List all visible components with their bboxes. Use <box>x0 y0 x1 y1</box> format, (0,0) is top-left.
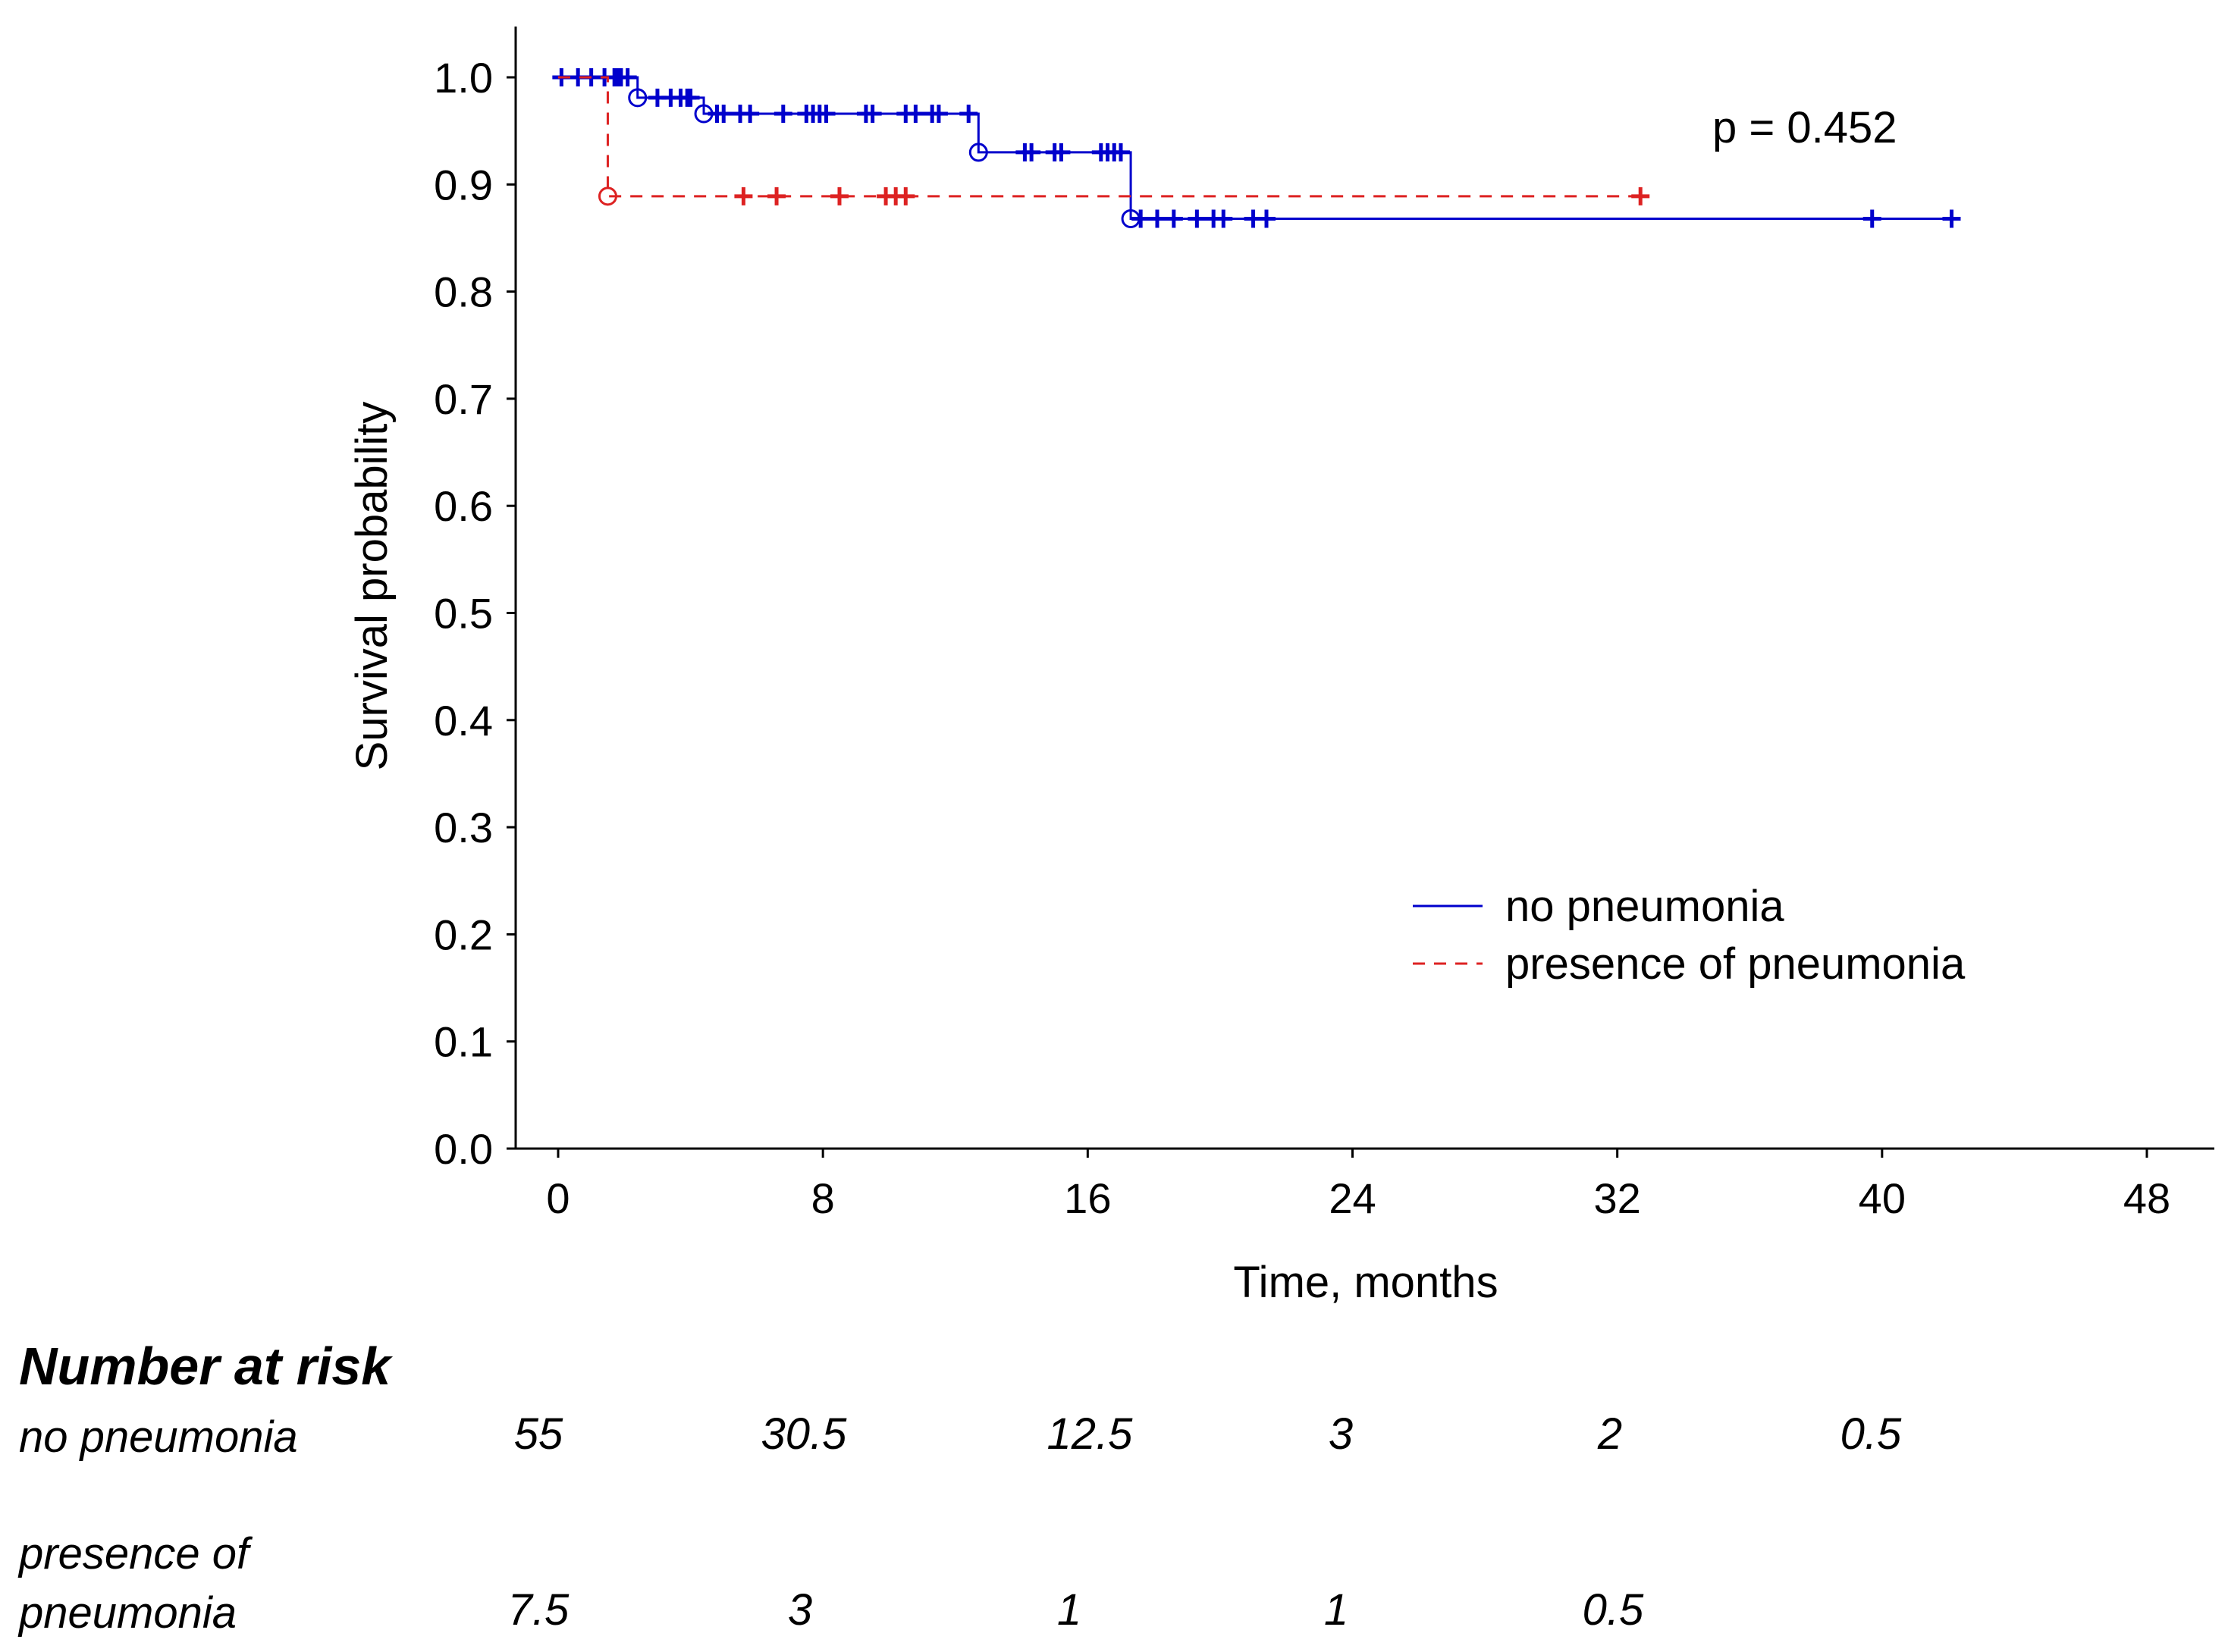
series-presence-of-pneumonia <box>558 76 1650 206</box>
event-marker <box>968 143 988 162</box>
x-tick-label: 40 <box>1859 1174 1906 1222</box>
y-tick-label: 0.4 <box>434 697 493 744</box>
legend: no pneumonia presence of pneumonia <box>1413 882 1966 989</box>
series-no-pneumonia <box>552 68 1961 229</box>
event-marker <box>694 104 714 124</box>
censor-mark <box>1188 209 1207 228</box>
y-tick-label: 0.0 <box>434 1125 493 1173</box>
risk-value: 1 <box>1056 1585 1082 1635</box>
y-tick-label: 0.1 <box>434 1018 493 1066</box>
censor-mark <box>863 105 882 124</box>
y-tick-label: 0.2 <box>434 911 493 958</box>
censor-mark <box>1214 209 1233 228</box>
event-marker <box>598 187 617 206</box>
censor-mark <box>767 187 786 205</box>
plot-axes <box>514 27 2214 1150</box>
censor-mark <box>1131 209 1150 228</box>
risk-value: 2 <box>1597 1409 1623 1459</box>
risk-value: 30.5 <box>761 1409 847 1459</box>
y-tick-label: 0.7 <box>434 375 493 423</box>
x-tick-label: 24 <box>1329 1174 1376 1222</box>
risk-value: 3 <box>1328 1409 1354 1459</box>
censor-mark <box>1111 143 1130 161</box>
censor-mark <box>906 105 925 124</box>
censor-mark <box>1022 143 1041 161</box>
risk-value: 12.5 <box>1047 1409 1133 1459</box>
x-tick-label: 32 <box>1594 1174 1641 1222</box>
censor-mark <box>959 105 978 124</box>
censor-mark <box>817 105 836 124</box>
censor-mark <box>1257 209 1276 228</box>
censor-mark <box>1164 209 1183 228</box>
censor-mark <box>741 105 760 124</box>
series-layer <box>552 68 1961 229</box>
axis-ticks: 0 8 16 24 32 40 48 0.0 0.1 0.2 0.3 0.4 0.5 0.6 0.7 0.8 0… <box>434 54 2170 1222</box>
x-tick-label: 16 <box>1064 1174 1111 1222</box>
y-tick-label: 0.9 <box>434 161 493 208</box>
y-tick-label: 1.0 <box>434 54 493 102</box>
censor-mark <box>774 105 792 124</box>
censor-mark <box>681 88 700 107</box>
legend-label-no-pneumonia: no pneumonia <box>1505 882 1784 931</box>
censor-mark <box>1052 143 1071 161</box>
censor-mark <box>830 187 849 205</box>
y-tick-label: 0.3 <box>434 804 493 851</box>
risk-value: 0.5 <box>1840 1409 1902 1459</box>
censor-mark <box>1147 209 1166 228</box>
risk-row-label-presence-of-pneumonia-line2: pneumonia <box>19 1588 237 1638</box>
censor-mark <box>896 187 915 205</box>
p-value-annotation: p = 0.452 <box>1712 103 1897 152</box>
censor-mark <box>929 105 948 124</box>
y-tick-label: 0.5 <box>434 590 493 638</box>
censor-mark <box>714 105 733 124</box>
risk-value: 55 <box>513 1409 563 1459</box>
y-axis-title: Survival probability <box>347 402 397 771</box>
censor-mark <box>618 68 637 86</box>
censor-mark <box>1942 209 1961 228</box>
risk-table-title: Number at risk <box>19 1337 391 1396</box>
risk-row-label-no-pneumonia: no pneumonia <box>19 1412 298 1462</box>
censor-mark <box>1631 187 1650 205</box>
risk-value: 1 <box>1323 1585 1349 1635</box>
risk-row-label-presence-of-pneumonia-line1: presence of <box>19 1529 249 1578</box>
x-tick-label: 48 <box>2123 1174 2170 1222</box>
legend-label-presence-of-pneumonia: presence of pneumonia <box>1505 939 1966 989</box>
event-marker <box>1121 209 1141 229</box>
x-tick-label: 8 <box>811 1174 835 1222</box>
censor-mark <box>1862 209 1881 228</box>
y-tick-label: 0.6 <box>434 482 493 530</box>
censor-mark <box>734 187 753 205</box>
x-tick-label: 0 <box>546 1174 570 1222</box>
risk-value: 7.5 <box>507 1585 570 1635</box>
event-marker <box>628 88 648 108</box>
risk-value: 0.5 <box>1582 1585 1644 1635</box>
risk-value: 3 <box>787 1585 813 1635</box>
survival-curve-presence-of-pneumonia <box>558 76 1641 198</box>
survival-curve-no-pneumonia <box>558 76 1955 221</box>
y-tick-label: 0.8 <box>434 268 493 316</box>
x-axis-title: Time, months <box>1233 1258 1498 1307</box>
